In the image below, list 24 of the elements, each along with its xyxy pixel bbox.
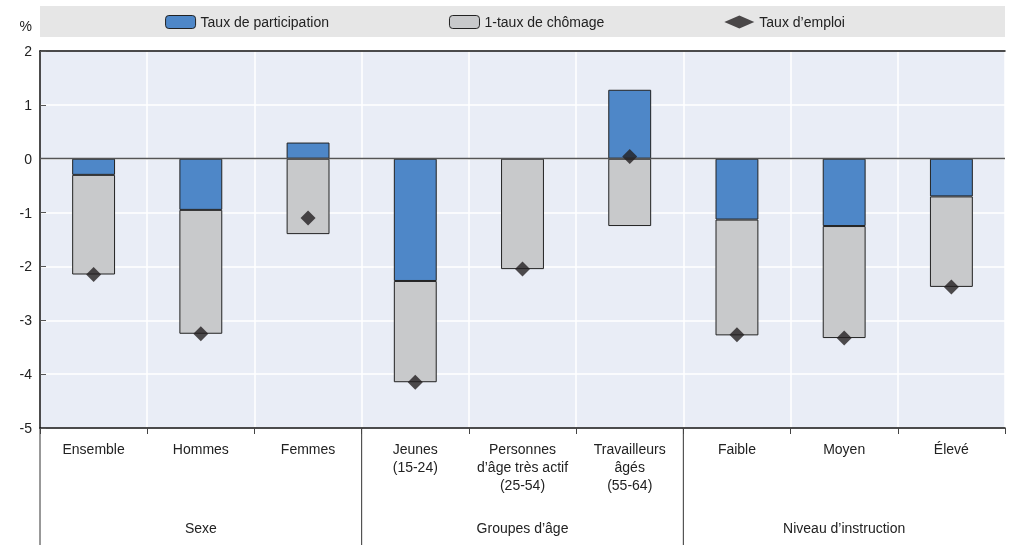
y-tick-label: 1 [24,96,33,113]
y-tick-label: 0 [24,150,33,167]
x-tick-label: Femmes [280,441,336,457]
legend-label: 1-taux de chômage [484,14,605,30]
x-tick-label: Travailleurs âgés (55-64) [593,441,666,493]
y-tick-label: -3 [19,312,33,329]
x-tick-label: Personnes d’âge très actif (25-54) [476,441,569,493]
x-tick-label: Élevé [933,441,970,457]
text: Sexe [184,520,217,536]
legend-label: Taux de participation [200,14,329,30]
x-tick-label: Faible [717,441,757,457]
x-tick-label: Moyen [823,441,866,457]
y-tick-label: -4 [19,366,33,383]
x-tick-label: Hommes [172,441,229,457]
y-axis-title: % [19,18,32,34]
y-tick-label: -1 [19,204,33,221]
x-tick-label: Jeunes (15-24) [392,441,438,475]
y-tick-label: -2 [19,258,33,275]
legend-label: Taux d’emploi [759,14,845,30]
y-tick-label: -5 [19,420,33,436]
y-tick-label: 2 [24,43,33,59]
text: Niveau d’instruction [783,520,906,536]
x-tick-label: Ensemble [62,441,125,457]
text: Groupes d’âge [476,520,569,536]
